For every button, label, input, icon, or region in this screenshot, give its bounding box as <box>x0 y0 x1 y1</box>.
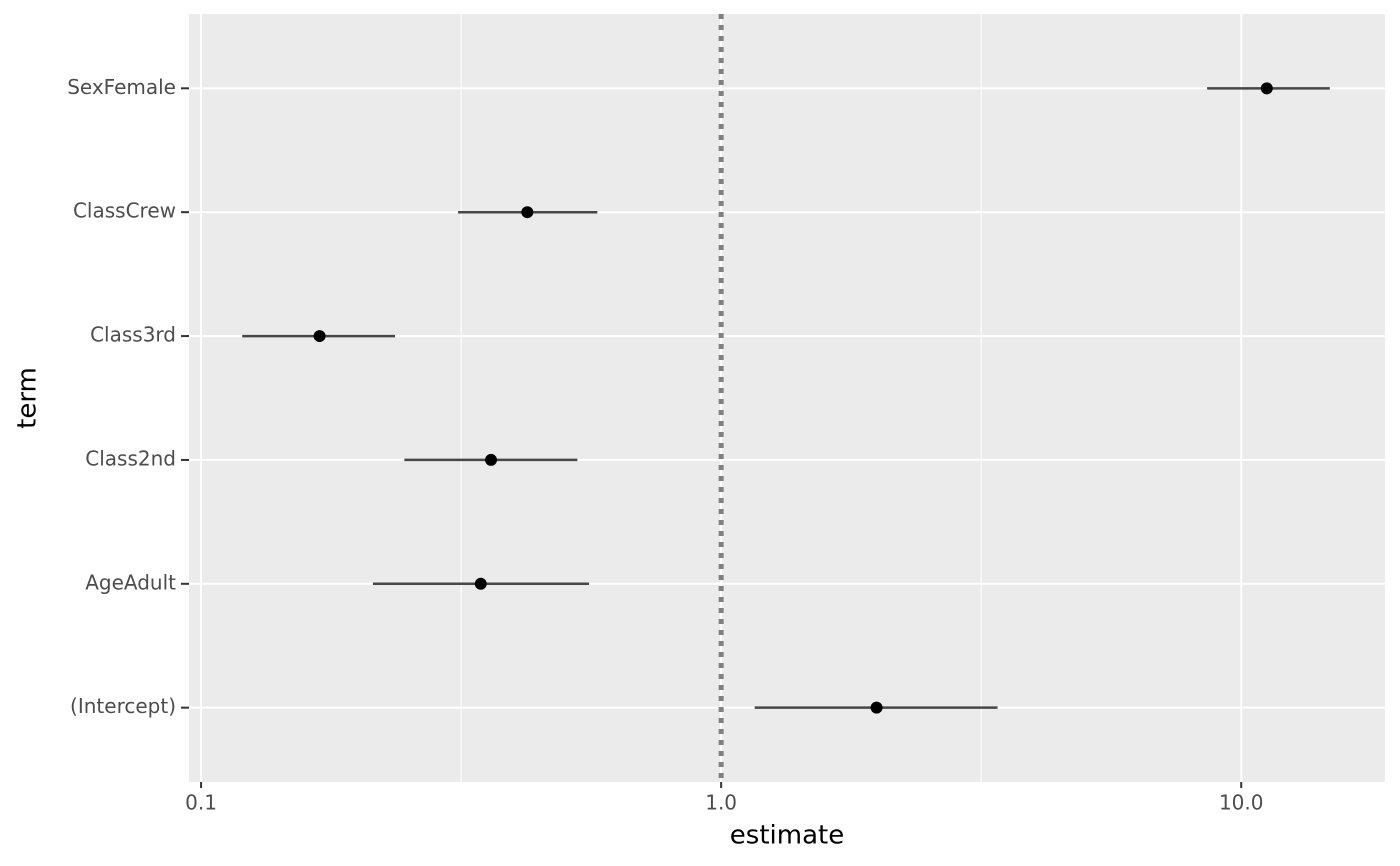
point <box>870 701 883 714</box>
point <box>1260 82 1273 95</box>
y-tick-label: (Intercept) <box>70 694 176 718</box>
y-tick-label: ClassCrew <box>73 199 176 223</box>
y-tick-label: Class2nd <box>85 446 176 470</box>
point <box>485 453 498 466</box>
panel-background <box>189 14 1385 782</box>
x-tick-label: 10.0 <box>1219 791 1264 815</box>
x-tick-label: 0.1 <box>185 791 217 815</box>
point <box>521 206 534 219</box>
x-axis-title: estimate <box>730 821 844 851</box>
point <box>474 577 487 590</box>
y-tick-label: SexFemale <box>67 75 176 99</box>
x-tick-label: 1.0 <box>705 791 737 815</box>
y-axis-title: term <box>13 367 43 429</box>
y-tick-label: AgeAdult <box>85 570 176 594</box>
y-tick-label: Class3rd <box>90 323 176 347</box>
point <box>313 330 326 343</box>
